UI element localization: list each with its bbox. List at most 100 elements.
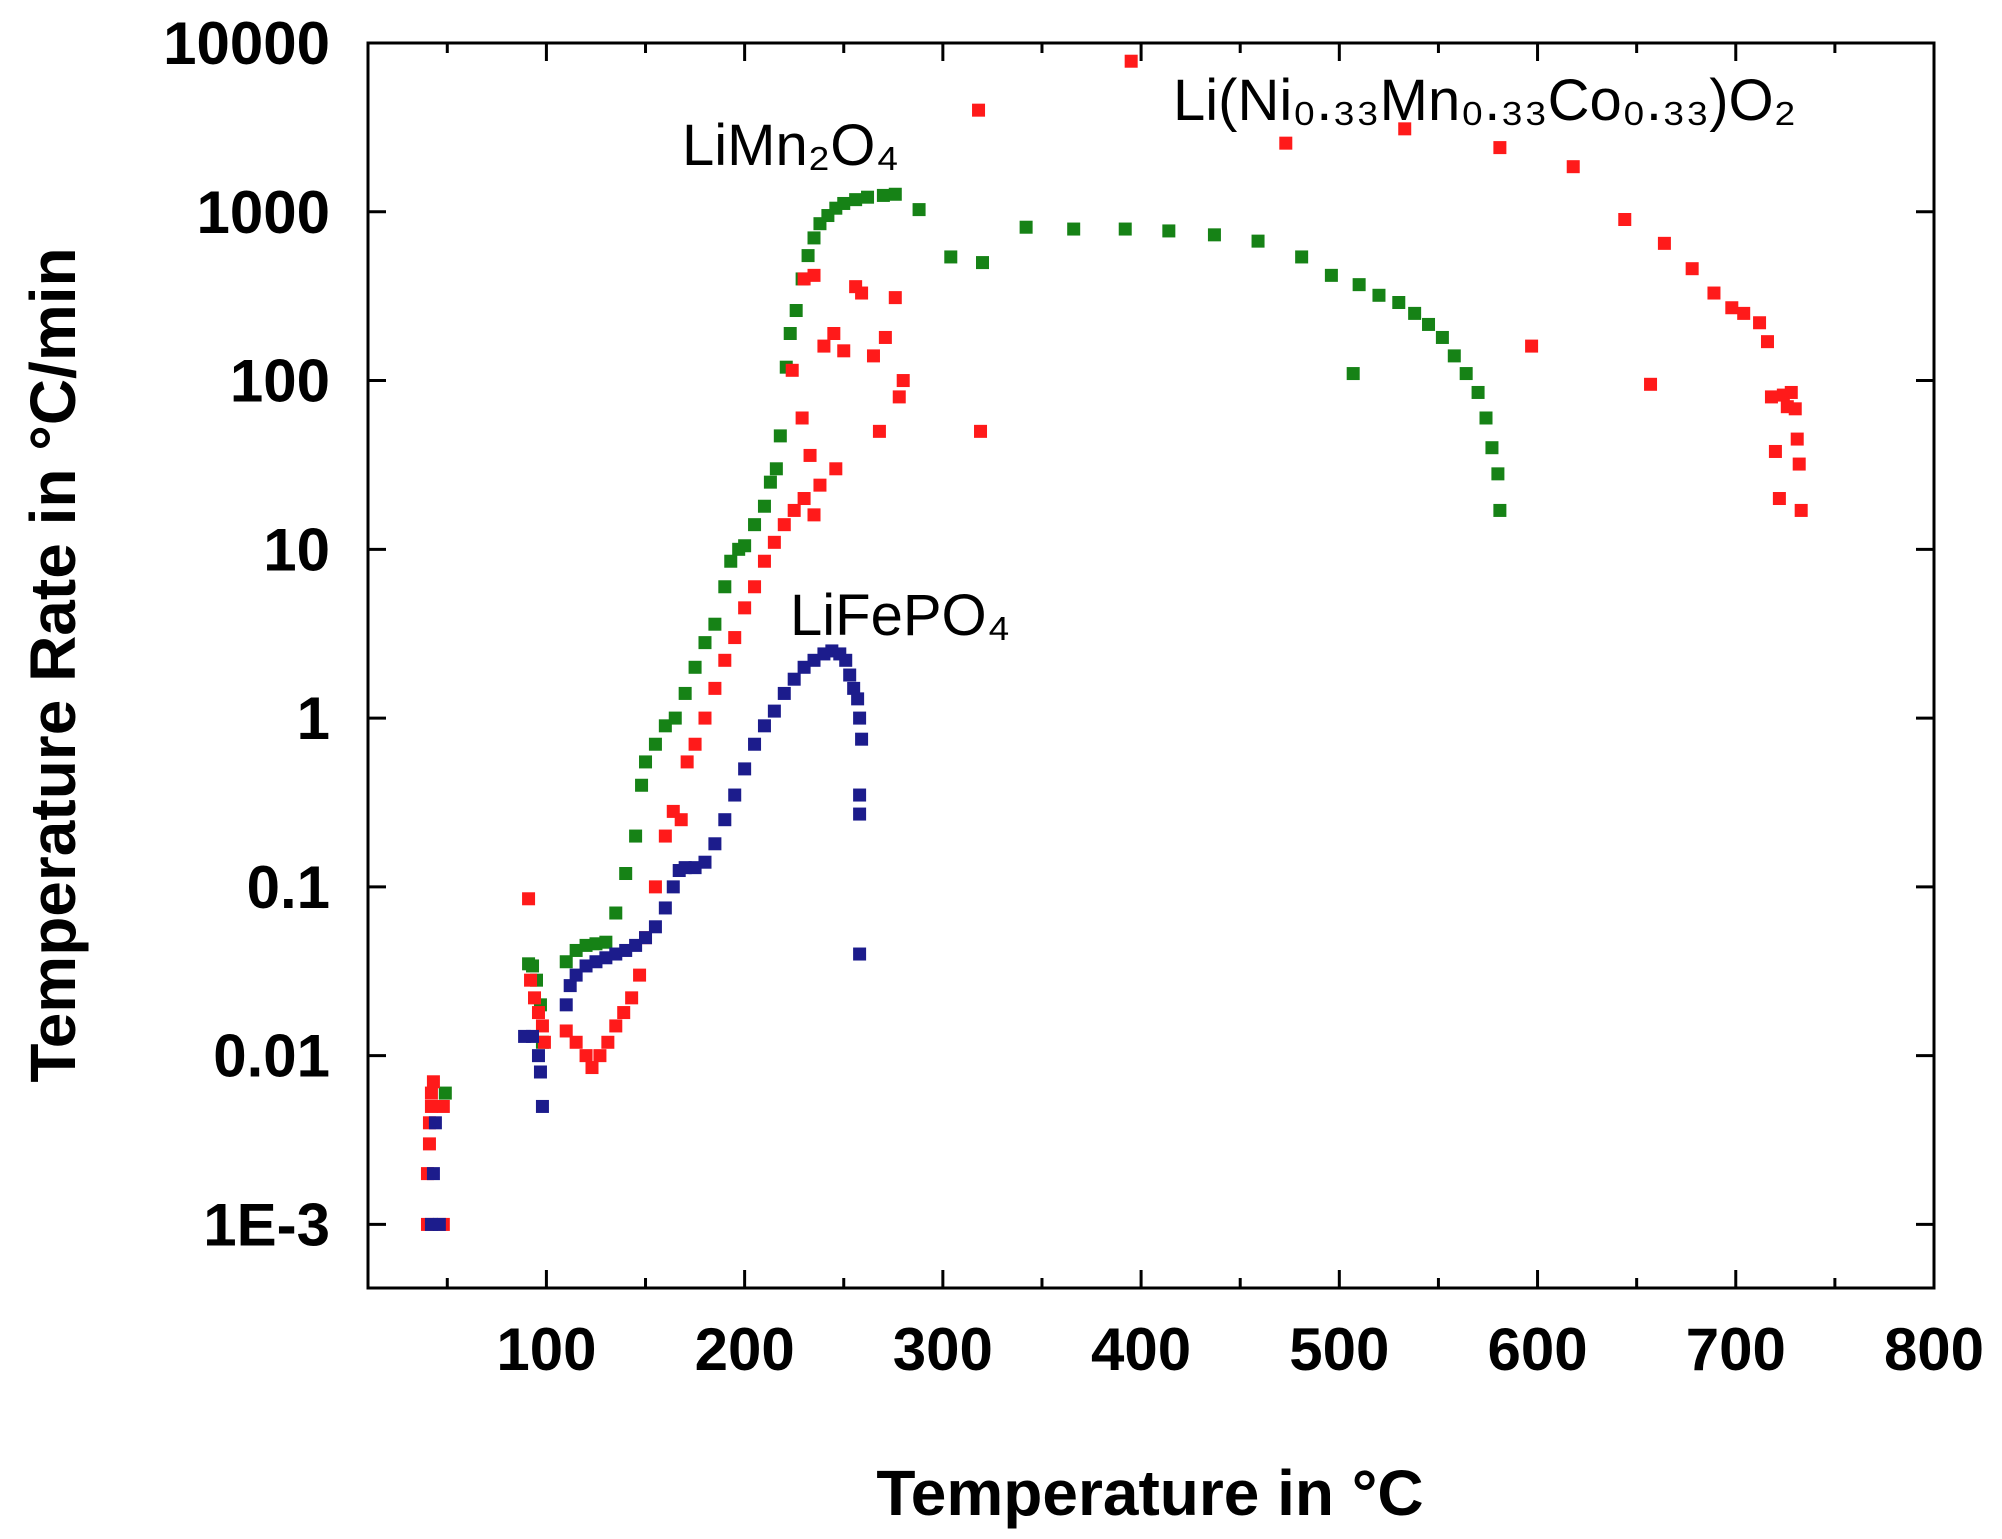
point-series-1 — [585, 1061, 599, 1075]
point-series-0 — [1346, 367, 1360, 381]
point-series-2 — [708, 837, 722, 851]
point-series-2 — [569, 968, 583, 982]
point-series-0 — [609, 906, 623, 920]
point-series-0 — [688, 660, 702, 674]
point-series-2 — [531, 1049, 545, 1063]
point-series-2 — [535, 1099, 549, 1113]
point-series-0 — [569, 943, 583, 957]
annot-lifepo4: LiFePO₄ — [790, 583, 1010, 648]
point-series-1 — [972, 103, 986, 117]
point-series-1 — [708, 681, 722, 695]
point-series-2 — [787, 672, 801, 686]
point-series-2 — [648, 920, 662, 934]
point-series-0 — [976, 256, 990, 270]
point-series-0 — [1352, 278, 1366, 292]
point-series-0 — [1392, 296, 1406, 310]
point-series-2 — [718, 813, 732, 827]
point-series-0 — [658, 719, 672, 733]
point-series-2 — [579, 959, 593, 973]
point-series-1 — [1279, 136, 1293, 150]
point-series-2 — [432, 1217, 446, 1231]
point-series-0 — [748, 518, 762, 532]
x-tick-label-400: 400 — [1091, 1316, 1191, 1383]
annot-nmc: Li(Ni₀.₃₃Mn₀.₃₃Co₀.₃₃)O₂ — [1173, 68, 1796, 133]
point-series-1 — [625, 991, 639, 1005]
point-series-2 — [767, 704, 781, 718]
point-series-2 — [853, 807, 867, 821]
point-series-2 — [639, 931, 653, 945]
point-series-2 — [666, 880, 680, 894]
point-series-1 — [718, 653, 732, 667]
point-series-1 — [426, 1075, 440, 1089]
point-series-1 — [1618, 212, 1632, 226]
point-series-2 — [658, 901, 672, 915]
plot-area — [366, 41, 1936, 1290]
point-series-2 — [853, 947, 867, 961]
point-series-1 — [1790, 432, 1804, 446]
point-series-1 — [569, 1035, 583, 1049]
point-series-1 — [1784, 385, 1798, 399]
point-series-0 — [526, 959, 540, 973]
point-series-1 — [1788, 402, 1802, 416]
point-series-0 — [1491, 467, 1505, 481]
point-series-1 — [787, 503, 801, 517]
point-series-1 — [1398, 122, 1412, 136]
point-series-1 — [593, 1049, 607, 1063]
point-series-1 — [1794, 503, 1808, 517]
point-series-2 — [807, 653, 821, 667]
point-series-2 — [847, 681, 861, 695]
point-series-0 — [589, 937, 603, 951]
annot-limn2o4: LiMn₂O₄ — [682, 113, 899, 178]
point-series-2 — [757, 719, 771, 733]
point-series-0 — [599, 935, 613, 949]
point-series-2 — [843, 668, 857, 682]
point-series-1 — [872, 424, 886, 438]
y-tick-label: 0.01 — [213, 1023, 330, 1090]
point-series-0 — [1251, 234, 1265, 248]
x-tick-label-600: 600 — [1487, 1316, 1587, 1383]
point-series-0 — [668, 711, 682, 725]
point-series-1 — [896, 374, 910, 388]
point-series-1 — [878, 330, 892, 344]
point-series-1 — [522, 892, 536, 906]
point-series-2 — [426, 1167, 440, 1181]
point-series-0 — [619, 867, 633, 881]
point-series-1 — [674, 813, 688, 827]
point-series-0 — [773, 429, 787, 443]
point-series-1 — [1768, 444, 1782, 458]
point-series-0 — [579, 938, 593, 952]
point-series-0 — [1408, 306, 1422, 320]
point-series-0 — [1372, 288, 1386, 302]
point-series-0 — [708, 617, 722, 631]
point-series-1 — [767, 535, 781, 549]
point-series-2 — [599, 951, 613, 965]
point-series-1 — [1657, 236, 1671, 250]
point-series-1 — [757, 554, 771, 568]
point-series-0 — [1485, 441, 1499, 455]
point-series-1 — [797, 492, 811, 506]
point-series-2 — [738, 762, 752, 776]
point-series-2 — [526, 1029, 540, 1043]
point-series-1 — [422, 1137, 436, 1151]
x-tick-label-300: 300 — [893, 1316, 993, 1383]
point-series-1 — [795, 411, 809, 425]
y-tick-labels: 1E-3 0.01 0.1 1 10 100 1000 10000 — [163, 10, 330, 1258]
point-series-1 — [528, 991, 542, 1005]
point-series-1 — [1725, 301, 1739, 315]
x-tick-label-700: 700 — [1686, 1316, 1786, 1383]
point-series-2 — [533, 1065, 547, 1079]
point-series-2 — [851, 692, 865, 706]
point-series-1 — [424, 1099, 438, 1113]
point-series-1 — [837, 344, 851, 358]
point-series-1 — [535, 1019, 549, 1033]
point-series-2 — [855, 732, 869, 746]
point-series-1 — [633, 968, 647, 982]
point-series-1 — [648, 880, 662, 894]
point-series-2 — [609, 947, 623, 961]
point-series-0 — [789, 304, 803, 318]
point-series-2 — [839, 653, 853, 667]
x-tick-labels: 100 200 300 400 500 600 700 800 — [496, 1316, 1984, 1383]
point-series-0 — [678, 686, 692, 700]
point-series-0 — [648, 737, 662, 751]
